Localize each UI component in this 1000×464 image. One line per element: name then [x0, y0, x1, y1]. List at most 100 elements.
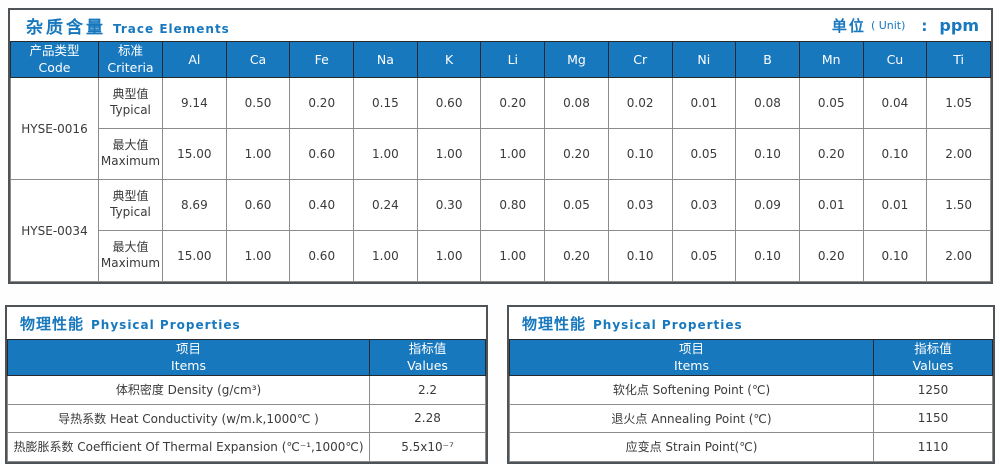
unit-value: ppm — [939, 16, 979, 35]
trace-elements-table: 产品类型 Code 标准 Criteria Al Ca Fe Na K Li M… — [10, 41, 991, 282]
trace-value-cell: 1.00 — [225, 128, 291, 180]
col-header-product-en: Code — [38, 59, 71, 75]
trace-value-cell: 1.00 — [225, 230, 291, 282]
trace-title-en: Trace Elements — [113, 22, 230, 36]
trace-value-cell: 0.05 — [671, 128, 737, 180]
physical-row-density: 体积密度 Density (g/cm³) 2.2 — [7, 375, 486, 405]
trace-value-cell: 0.60 — [416, 77, 482, 129]
trace-value-cell: 0.60 — [289, 128, 355, 180]
col-header-fe: Fe — [289, 41, 355, 78]
col-header-product-zh: 产品类型 — [29, 43, 80, 58]
unit-colon: : — [921, 16, 928, 35]
col-header-mn: Mn — [798, 41, 864, 78]
trace-value-cell: 0.10 — [607, 230, 673, 282]
property-item: 导热系数 Heat Conductivity (w/m.k,1000℃ ) — [7, 403, 370, 433]
trace-elements-panel: 杂质含量 Trace Elements 单位 ( Unit) : ppm 产品类… — [8, 8, 993, 284]
trace-value-cell: 0.15 — [353, 77, 418, 129]
property-item: 热膨胀系数 Coefficient Of Thermal Expansion (… — [7, 432, 370, 462]
trace-value-cell: 0.50 — [225, 77, 291, 129]
unit-label: 单位 ( Unit) : ppm — [832, 15, 979, 36]
property-item: 退火点 Annealing Point (℃) — [509, 403, 874, 433]
physical-properties-panel-left: 物理性能 Physical Properties 项目 Items 指标值 Va… — [5, 305, 488, 464]
physical-right-title-en: Physical Properties — [593, 317, 743, 332]
product-code: HYSE-0034 — [10, 179, 99, 282]
property-value: 2.2 — [369, 375, 486, 405]
criteria-typical: 典型值 Typical — [98, 179, 163, 231]
trace-title-zh: 杂质含量 — [26, 18, 106, 38]
trace-value-cell: 0.05 — [544, 179, 609, 231]
trace-panel-header: 杂质含量 Trace Elements 单位 ( Unit) : ppm — [10, 10, 991, 41]
trace-value-cell: 2.00 — [926, 128, 991, 180]
trace-value-cell: 1.05 — [926, 77, 991, 129]
trace-value-cell: 0.10 — [735, 230, 800, 282]
trace-row-hyse0016-maximum: 最大值 Maximum 15.00 1.00 0.60 1.00 1.00 1.… — [11, 128, 991, 180]
col-header-criteria-en: Criteria — [107, 59, 154, 75]
col-header-items: 项目 Items — [7, 339, 370, 376]
criteria-maximum-zh: 最大值 — [112, 138, 149, 153]
criteria-typical-zh: 典型值 — [112, 87, 149, 102]
col-header-al: Al — [162, 41, 227, 78]
trace-value-cell: 15.00 — [162, 128, 227, 180]
col-header-ni: Ni — [671, 41, 737, 78]
trace-value-cell: 0.60 — [225, 179, 291, 231]
trace-value-cell: 0.24 — [353, 179, 418, 231]
physical-row-heat-conductivity: 导热系数 Heat Conductivity (w/m.k,1000℃ ) 2.… — [7, 403, 486, 433]
criteria-typical: 典型值 Typical — [98, 77, 163, 129]
trace-value-cell: 0.60 — [289, 230, 355, 282]
physical-right-table: 项目 Items 指标值 Values 软化点 Softening Point … — [509, 339, 993, 462]
col-header-criteria: 标准 Criteria — [98, 41, 163, 78]
trace-value-cell: 0.01 — [671, 77, 737, 129]
physical-left-header: 物理性能 Physical Properties — [7, 307, 486, 339]
trace-value-cell: 0.20 — [480, 77, 546, 129]
trace-value-cell: 1.00 — [480, 230, 546, 282]
trace-value-cell: 0.20 — [289, 77, 355, 129]
trace-value-cell: 0.02 — [607, 77, 673, 129]
trace-value-cell: 0.01 — [798, 179, 864, 231]
unit-zh: 单位 — [831, 17, 866, 35]
col-header-items-zh: 项目 — [175, 341, 201, 356]
physical-row-thermal-expansion: 热膨胀系数 Coefficient Of Thermal Expansion (… — [7, 432, 486, 462]
trace-value-cell: 0.04 — [862, 77, 928, 129]
trace-value-cell: 1.00 — [416, 128, 482, 180]
trace-row-hyse0016-typical: HYSE-0016 典型值 Typical 9.14 0.50 0.20 0.1… — [10, 77, 991, 180]
col-header-criteria-zh: 标准 — [117, 43, 143, 58]
physical-properties-panel-right: 物理性能 Physical Properties 项目 Items 指标值 Va… — [507, 305, 995, 464]
col-header-values: 指标值 Values — [873, 339, 993, 376]
trace-value-cell: 1.00 — [480, 128, 546, 180]
col-header-values-zh: 指标值 — [914, 341, 952, 356]
criteria-maximum: 最大值 Maximum — [98, 230, 163, 282]
trace-value-cell: 0.10 — [735, 128, 800, 180]
physical-row-softening-point: 软化点 Softening Point (℃) 1250 — [509, 375, 993, 405]
col-header-items: 项目 Items — [509, 339, 874, 376]
trace-value-cell: 0.01 — [862, 179, 928, 231]
col-header-k: K — [416, 41, 482, 78]
trace-value-cell: 0.20 — [798, 128, 864, 180]
trace-value-cell: 1.00 — [353, 128, 418, 180]
col-header-items-zh: 项目 — [678, 341, 704, 356]
trace-value-cell: 0.20 — [544, 128, 609, 180]
property-value: 1250 — [873, 375, 993, 405]
trace-value-cell: 0.20 — [798, 230, 864, 282]
trace-value-cell: 9.14 — [162, 77, 227, 129]
criteria-maximum-en: Maximum — [100, 154, 161, 168]
col-header-items-en: Items — [674, 357, 709, 373]
trace-value-cell: 0.20 — [544, 230, 609, 282]
trace-value-cell: 0.10 — [862, 230, 928, 282]
trace-value-cell: 1.00 — [416, 230, 482, 282]
col-header-values-en: Values — [912, 357, 954, 373]
trace-value-cell: 0.05 — [671, 230, 737, 282]
physical-right-title-zh: 物理性能 — [522, 314, 587, 333]
col-header-ca: Ca — [225, 41, 291, 78]
col-header-values: 指标值 Values — [369, 339, 486, 376]
trace-value-cell: 0.03 — [607, 179, 673, 231]
trace-value-cell: 8.69 — [162, 179, 227, 231]
trace-row-hyse0034-maximum: 最大值 Maximum 15.00 1.00 0.60 1.00 1.00 1.… — [11, 230, 991, 282]
col-header-b: B — [735, 41, 800, 78]
trace-value-cell: 0.08 — [544, 77, 609, 129]
criteria-maximum: 最大值 Maximum — [98, 128, 163, 180]
criteria-maximum-en: Maximum — [100, 256, 161, 270]
col-header-items-en: Items — [171, 357, 206, 373]
property-item: 体积密度 Density (g/cm³) — [7, 375, 370, 405]
physical-left-header-row: 项目 Items 指标值 Values — [7, 339, 486, 376]
trace-value-cell: 0.30 — [416, 179, 482, 231]
